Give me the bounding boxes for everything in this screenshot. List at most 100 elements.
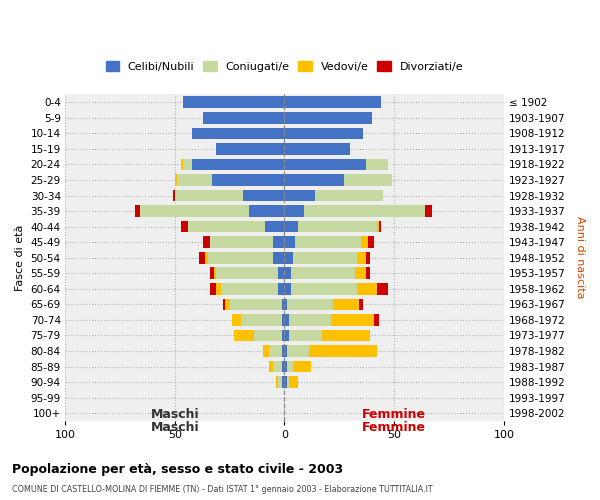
Bar: [184, 158, 192, 170]
Bar: [217, 283, 221, 294]
Bar: [368, 236, 374, 248]
Bar: [282, 376, 284, 388]
Text: Femmine: Femmine: [362, 408, 426, 421]
Text: Femmine: Femmine: [362, 421, 426, 434]
Bar: [234, 330, 254, 342]
Bar: [275, 376, 278, 388]
Bar: [284, 330, 289, 342]
Bar: [284, 298, 287, 310]
Bar: [210, 268, 214, 279]
Bar: [295, 236, 361, 248]
Bar: [140, 206, 250, 217]
Bar: [241, 314, 282, 326]
Bar: [181, 158, 184, 170]
Bar: [282, 298, 284, 310]
Bar: [205, 252, 208, 264]
Text: Maschi: Maschi: [151, 408, 199, 421]
Bar: [425, 206, 431, 217]
Text: COMUNE DI CASTELLO-MOLINA DI FIEMME (TN) - Dati ISTAT 1° gennaio 2003 - Elaboraz: COMUNE DI CASTELLO-MOLINA DI FIEMME (TN)…: [12, 485, 433, 494]
Bar: [203, 112, 284, 124]
Bar: [293, 360, 311, 372]
Bar: [357, 252, 365, 264]
Bar: [284, 360, 287, 372]
Bar: [184, 96, 284, 108]
Bar: [344, 174, 392, 186]
Bar: [230, 298, 282, 310]
Bar: [284, 268, 291, 279]
Bar: [199, 252, 205, 264]
Y-axis label: Fasce di età: Fasce di età: [15, 224, 25, 291]
Bar: [181, 221, 188, 232]
Bar: [250, 206, 284, 217]
Bar: [359, 298, 364, 310]
Bar: [287, 376, 289, 388]
Bar: [243, 190, 284, 202]
Bar: [365, 268, 370, 279]
Bar: [379, 221, 381, 232]
Bar: [274, 360, 282, 372]
Bar: [284, 174, 344, 186]
Bar: [284, 112, 372, 124]
Bar: [221, 283, 278, 294]
Bar: [291, 268, 355, 279]
Bar: [284, 283, 291, 294]
Bar: [265, 221, 284, 232]
Bar: [322, 330, 370, 342]
Bar: [355, 268, 365, 279]
Bar: [203, 236, 210, 248]
Bar: [278, 268, 284, 279]
Bar: [175, 190, 243, 202]
Bar: [361, 236, 368, 248]
Bar: [289, 314, 331, 326]
Bar: [284, 190, 315, 202]
Bar: [289, 330, 322, 342]
Bar: [278, 283, 284, 294]
Bar: [254, 330, 282, 342]
Bar: [223, 298, 225, 310]
Bar: [188, 221, 265, 232]
Bar: [284, 345, 287, 357]
Bar: [284, 128, 364, 139]
Bar: [289, 376, 298, 388]
Bar: [210, 236, 274, 248]
Bar: [315, 190, 383, 202]
Bar: [232, 314, 241, 326]
Bar: [269, 345, 282, 357]
Bar: [225, 298, 230, 310]
Bar: [135, 206, 140, 217]
Bar: [357, 283, 377, 294]
Bar: [212, 174, 284, 186]
Bar: [278, 376, 282, 388]
Bar: [217, 268, 278, 279]
Bar: [287, 345, 308, 357]
Bar: [284, 158, 365, 170]
Bar: [263, 345, 269, 357]
Bar: [365, 252, 370, 264]
Bar: [298, 221, 377, 232]
Bar: [284, 96, 381, 108]
Bar: [291, 283, 357, 294]
Bar: [377, 221, 379, 232]
Bar: [282, 330, 284, 342]
Y-axis label: Anni di nascita: Anni di nascita: [575, 216, 585, 299]
Bar: [284, 206, 304, 217]
Bar: [284, 236, 295, 248]
Text: Maschi: Maschi: [151, 421, 199, 434]
Bar: [282, 360, 284, 372]
Bar: [274, 236, 284, 248]
Bar: [333, 298, 359, 310]
Bar: [217, 143, 284, 154]
Bar: [308, 345, 377, 357]
Bar: [282, 345, 284, 357]
Bar: [208, 252, 274, 264]
Bar: [284, 376, 287, 388]
Bar: [287, 360, 293, 372]
Bar: [175, 174, 177, 186]
Bar: [304, 206, 425, 217]
Bar: [287, 298, 333, 310]
Bar: [214, 268, 217, 279]
Legend: Celibi/Nubili, Coniugati/e, Vedovi/e, Divorziati/e: Celibi/Nubili, Coniugati/e, Vedovi/e, Di…: [102, 58, 467, 75]
Bar: [192, 158, 284, 170]
Bar: [374, 314, 379, 326]
Bar: [282, 314, 284, 326]
